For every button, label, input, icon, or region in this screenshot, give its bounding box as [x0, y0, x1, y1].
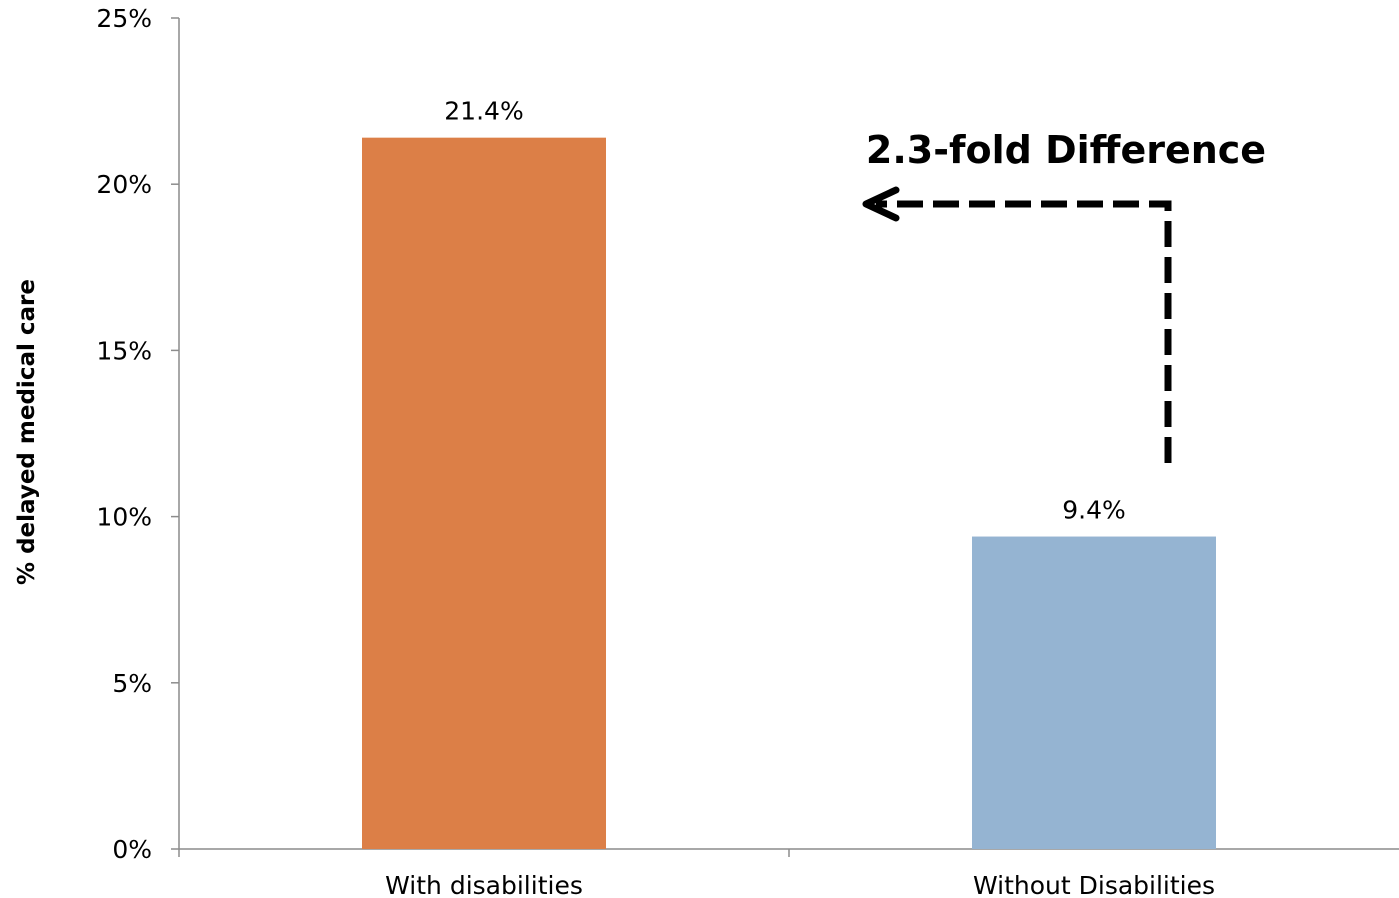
data-label-1: 21.4% — [444, 97, 523, 126]
y-ticks: 0% 5% 10% 15% 20% 25% — [96, 4, 179, 864]
category-label-1: With disabilities — [385, 871, 583, 898]
annotation-dashed-arrow-line — [876, 200, 1172, 463]
y-tick-label: 15% — [96, 336, 152, 365]
y-tick-label: 25% — [96, 4, 152, 33]
fold-difference-annotation: 2.3-fold Difference — [862, 128, 1266, 463]
annotation-text: 2.3-fold Difference — [866, 128, 1266, 172]
y-tick-label: 5% — [112, 669, 152, 698]
y-axis-label: % delayed medical care — [14, 279, 40, 585]
bar-2 — [972, 536, 1216, 849]
category-labels: With disabilities Without Disabilities — [385, 871, 1215, 898]
arrow-head-icon — [862, 186, 900, 222]
bars — [362, 137, 1216, 849]
bar-1 — [362, 137, 606, 849]
x-ticks — [178, 849, 790, 857]
category-label-2: Without Disabilities — [973, 871, 1215, 898]
data-labels: 21.4% 9.4% — [444, 97, 1125, 525]
y-tick-label: 0% — [112, 835, 152, 864]
y-tick-label: 10% — [96, 503, 152, 532]
data-label-2: 9.4% — [1062, 496, 1126, 525]
y-tick-label: 20% — [96, 170, 152, 199]
